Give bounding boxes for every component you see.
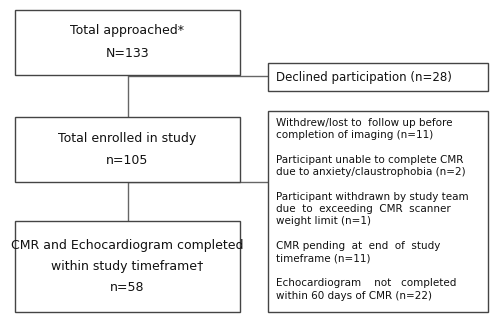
Text: weight limit (n=1): weight limit (n=1) — [276, 216, 372, 227]
Text: Participant withdrawn by study team: Participant withdrawn by study team — [276, 192, 469, 202]
Text: due  to  exceeding  CMR  scanner: due to exceeding CMR scanner — [276, 204, 451, 214]
FancyBboxPatch shape — [268, 111, 488, 312]
Text: Withdrew/lost to  follow up before: Withdrew/lost to follow up before — [276, 118, 453, 128]
Text: CMR pending  at  end  of  study: CMR pending at end of study — [276, 241, 441, 251]
Text: Total approached*: Total approached* — [70, 24, 184, 37]
Text: n=58: n=58 — [110, 281, 145, 294]
FancyBboxPatch shape — [268, 63, 488, 91]
FancyBboxPatch shape — [15, 221, 240, 312]
Text: within study timeframe†: within study timeframe† — [52, 260, 204, 273]
Text: Echocardiogram    not   completed: Echocardiogram not completed — [276, 278, 457, 288]
FancyBboxPatch shape — [15, 10, 240, 75]
Text: Declined participation (n=28): Declined participation (n=28) — [276, 71, 452, 84]
Text: timeframe (n=11): timeframe (n=11) — [276, 254, 371, 264]
Text: within 60 days of CMR (n=22): within 60 days of CMR (n=22) — [276, 291, 432, 301]
FancyBboxPatch shape — [15, 117, 240, 182]
Text: Total enrolled in study: Total enrolled in study — [58, 132, 196, 145]
Text: N=133: N=133 — [106, 47, 150, 60]
Text: n=105: n=105 — [106, 154, 148, 167]
Text: completion of imaging (n=11): completion of imaging (n=11) — [276, 130, 434, 140]
Text: due to anxiety/claustrophobia (n=2): due to anxiety/claustrophobia (n=2) — [276, 167, 466, 177]
Text: Participant unable to complete CMR: Participant unable to complete CMR — [276, 155, 464, 165]
Text: CMR and Echocardiogram completed: CMR and Echocardiogram completed — [11, 239, 244, 252]
